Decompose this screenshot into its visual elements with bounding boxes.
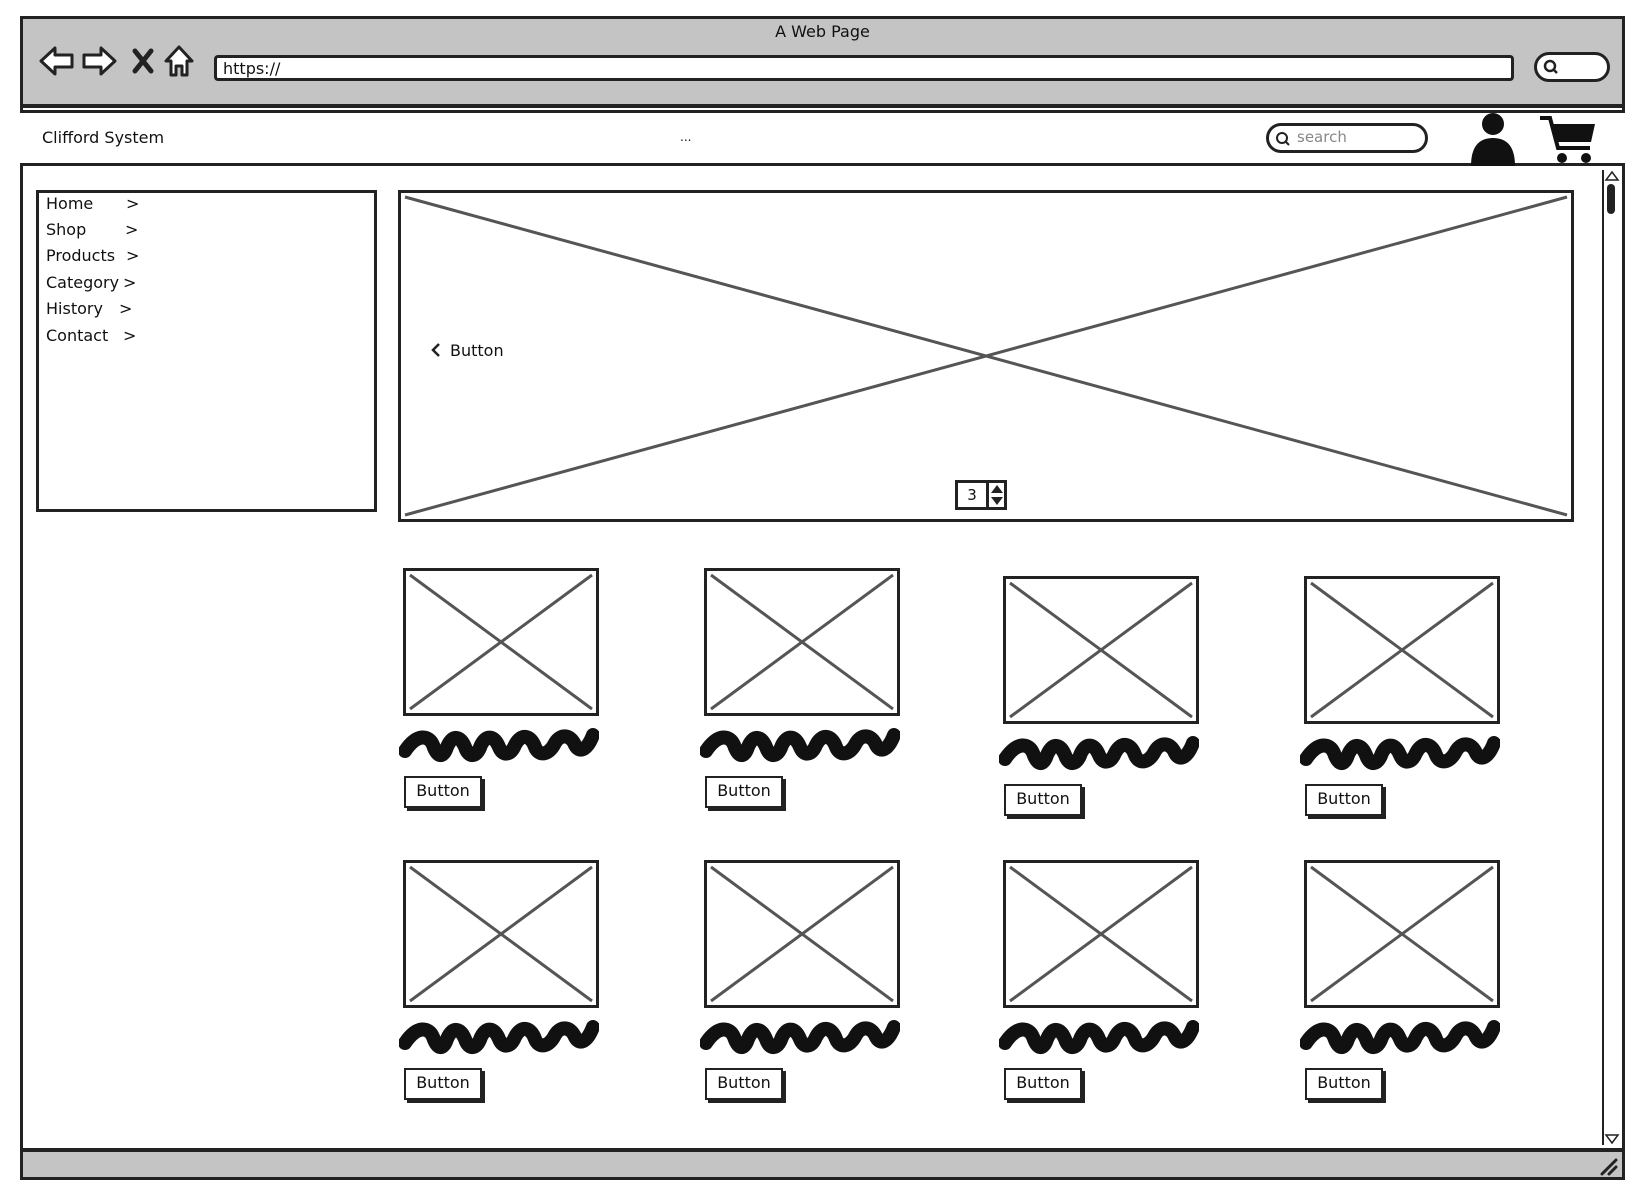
forward-arrow-icon[interactable]: [78, 40, 120, 82]
chevron-right-icon: >: [125, 220, 139, 239]
product-button[interactable]: Button: [1004, 1068, 1082, 1100]
window-title: A Web Page: [775, 22, 870, 41]
user-avatar-icon[interactable]: [1468, 110, 1518, 166]
scroll-down-icon[interactable]: [1604, 1133, 1620, 1145]
resize-grip-icon[interactable]: [1596, 1154, 1618, 1176]
sidebar-item-label: Contact: [46, 326, 109, 345]
address-bar[interactable]: https://: [214, 55, 1514, 81]
sidebar-item-contact[interactable]: Contact: [46, 326, 146, 350]
search-icon: [1543, 59, 1558, 74]
chevron-right-icon: >: [123, 326, 137, 345]
close-icon[interactable]: [122, 40, 164, 82]
chevron-right-icon: >: [126, 246, 140, 265]
sidebar-item-label: Category: [46, 273, 120, 292]
sidebar-item-label: Home: [46, 194, 94, 213]
sidebar-item-category[interactable]: Category: [46, 273, 146, 297]
hero-prev-button[interactable]: Button: [430, 338, 504, 362]
product-image-placeholder[interactable]: [1003, 576, 1199, 724]
chevron-right-icon: >: [126, 194, 140, 213]
product-image-placeholder[interactable]: [403, 568, 599, 716]
product-title-scribble: [398, 1017, 600, 1057]
browser-search-button[interactable]: [1534, 52, 1610, 82]
search-icon: [1276, 132, 1290, 146]
sidebar-item-label: History: [46, 299, 103, 318]
product-title-scribble: [998, 1017, 1200, 1057]
sidebar-item-label: Shop: [46, 220, 87, 239]
product-button[interactable]: Button: [1305, 1068, 1383, 1100]
chevron-right-icon: >: [119, 299, 133, 318]
sidebar-item-home[interactable]: Home: [46, 194, 146, 218]
product-title-scribble: [699, 1017, 901, 1057]
product-image-placeholder[interactable]: [403, 860, 599, 1008]
stepper-arrows-icon[interactable]: [989, 483, 1004, 507]
product-button[interactable]: Button: [404, 776, 482, 808]
sidebar-item-products[interactable]: Products: [46, 246, 146, 270]
product-button[interactable]: Button: [404, 1068, 482, 1100]
search-placeholder: search: [1297, 128, 1347, 146]
product-title-scribble: [1299, 733, 1501, 773]
shopping-cart-icon[interactable]: [1538, 114, 1598, 166]
brand-name[interactable]: Clifford System: [42, 128, 165, 147]
product-image-placeholder[interactable]: [1304, 860, 1500, 1008]
product-button[interactable]: Button: [705, 776, 783, 808]
stepper-value: 3: [958, 483, 989, 507]
product-image-placeholder[interactable]: [704, 568, 900, 716]
back-arrow-icon[interactable]: [36, 40, 78, 82]
hero-image-placeholder: [398, 190, 1574, 522]
scrollbar-thumb[interactable]: [1607, 184, 1615, 214]
sidebar-item-label: Products: [46, 246, 116, 265]
search-input[interactable]: search: [1266, 123, 1428, 153]
header-menu-text: ...: [680, 130, 692, 144]
product-title-scribble: [1299, 1017, 1501, 1057]
product-image-placeholder[interactable]: [1304, 576, 1500, 724]
slide-number-stepper[interactable]: 3: [955, 480, 1007, 510]
product-button[interactable]: Button: [1305, 784, 1383, 816]
sidebar-item-history[interactable]: History: [46, 299, 146, 323]
product-button[interactable]: Button: [705, 1068, 783, 1100]
product-title-scribble: [398, 725, 600, 765]
product-title-scribble: [998, 733, 1200, 773]
home-icon[interactable]: [158, 40, 200, 82]
product-title-scribble: [699, 725, 901, 765]
vertical-scrollbar[interactable]: [1602, 170, 1620, 1145]
hero-button-label: Button: [450, 340, 504, 360]
product-image-placeholder[interactable]: [1003, 860, 1199, 1008]
sidebar-item-shop[interactable]: Shop: [46, 220, 146, 244]
product-image-placeholder[interactable]: [704, 860, 900, 1008]
sidebar-menu: [36, 190, 377, 512]
product-button[interactable]: Button: [1004, 784, 1082, 816]
chevron-right-icon: >: [123, 273, 137, 292]
status-bar: [20, 1148, 1625, 1180]
chevron-left-icon: [431, 343, 440, 357]
scroll-up-icon[interactable]: [1604, 170, 1620, 182]
